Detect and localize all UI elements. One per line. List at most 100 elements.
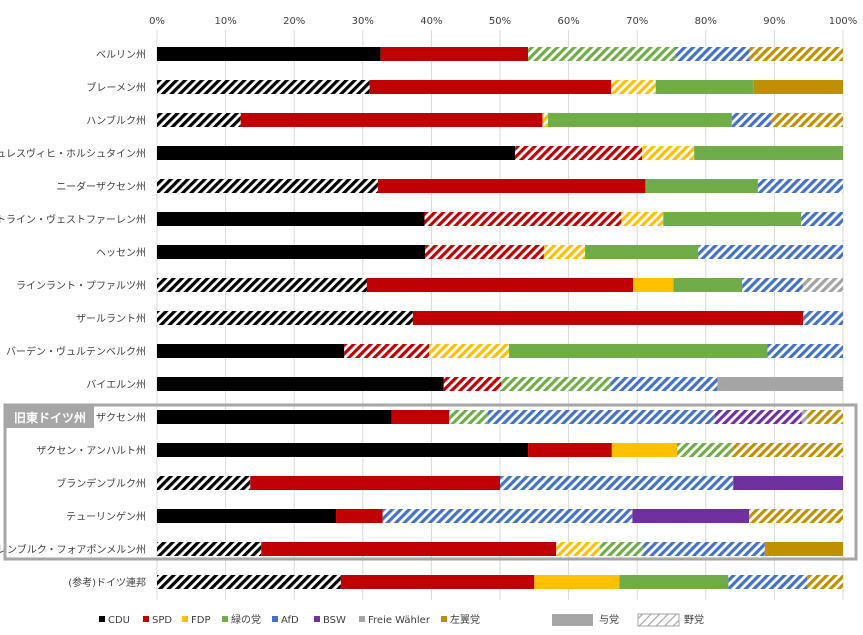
- legend-label: 左翼党: [450, 613, 480, 626]
- state-label: ザールラント州: [76, 313, 146, 325]
- legend-government-swatch: [552, 614, 593, 626]
- state-label: シュレスヴィヒ・ホルシュタイン州: [0, 147, 146, 160]
- bar-segment: [753, 80, 843, 94]
- bar-segment: [369, 80, 612, 94]
- bar-segment: [556, 542, 601, 556]
- bar-segment: [610, 377, 718, 391]
- bar-segment: [528, 47, 676, 61]
- bar-segment: [157, 146, 516, 160]
- state-label: ラインラント・プファルツ州: [16, 280, 146, 292]
- legend-label: Freie Wähler: [368, 615, 431, 626]
- state-label: ザクセン・アンハルト州: [36, 445, 146, 457]
- bar-segment: [694, 146, 843, 160]
- legend-opposition-label: 野党: [684, 613, 704, 626]
- bar-segment: [500, 476, 734, 490]
- bar-segment: [676, 443, 733, 457]
- bar-segment: [645, 179, 758, 193]
- bar-segment: [391, 410, 450, 424]
- bar-segment: [377, 179, 646, 193]
- bar-segment: [157, 476, 251, 490]
- x-tick-label: 70%: [626, 16, 648, 27]
- bar-segment: [340, 575, 535, 589]
- bar-segment: [733, 476, 843, 490]
- x-tick-label: 60%: [557, 16, 579, 27]
- legend-swatch: [314, 616, 320, 622]
- legend-swatch: [182, 616, 188, 622]
- legend-label: 緑の党: [231, 613, 261, 626]
- x-tick-label: 80%: [695, 16, 717, 27]
- bar-segment: [157, 179, 378, 193]
- bar-segment: [600, 542, 644, 556]
- legend-swatch: [143, 616, 149, 622]
- bar-segment: [732, 443, 843, 457]
- state-label: ブランデンブルク州: [56, 477, 146, 490]
- bar-segment: [157, 344, 345, 358]
- bar-segment: [336, 509, 383, 523]
- bar-segment: [655, 80, 754, 94]
- bar-segment: [515, 146, 642, 160]
- bar-segment: [157, 443, 529, 457]
- state-label: メクレンブルク・フォアポンメルン州: [0, 543, 146, 556]
- state-label: ベルリン州: [96, 49, 146, 61]
- bar-segment: [717, 377, 843, 391]
- bar-segment: [443, 377, 502, 391]
- state-label: ノルトライン・ヴェストファーレン州: [0, 213, 146, 226]
- bar-segment: [757, 179, 843, 193]
- legend-label: SPD: [152, 615, 172, 626]
- state-label: ザクセン州: [96, 412, 146, 424]
- bar-segment: [487, 410, 715, 424]
- bar-segment: [643, 542, 765, 556]
- bar-segment: [801, 410, 808, 424]
- bar-segment: [663, 212, 802, 226]
- x-tick-label: 10%: [214, 16, 236, 27]
- bar-segment: [728, 575, 808, 589]
- bar-segment: [528, 443, 612, 457]
- bar-segment: [344, 344, 430, 358]
- bar-segment: [380, 47, 529, 61]
- bar-segment: [542, 113, 549, 127]
- bar-segment: [585, 245, 699, 259]
- bar-segment: [534, 575, 620, 589]
- bar-segment: [157, 311, 413, 325]
- bar-segment: [749, 509, 843, 523]
- x-tick-label: 20%: [283, 16, 305, 27]
- east-germany-label: 旧東ドイツ州: [14, 410, 86, 425]
- legend-swatch: [99, 616, 105, 622]
- state-label: (参考)ドイツ連邦: [68, 576, 146, 589]
- legend-swatch: [441, 616, 447, 622]
- bar-segment: [157, 80, 370, 94]
- legend: CDU SPD FDP 緑の党 AfD BSW Freie Wähler 左翼党 与党 野党: [99, 613, 704, 627]
- legend-label: CDU: [108, 615, 130, 626]
- legend-swatch: [222, 616, 228, 622]
- state-label: ハンブルク州: [86, 114, 146, 127]
- bar-segment: [642, 146, 695, 160]
- state-label: ヘッセン州: [96, 247, 146, 259]
- x-axis-ticks: 0% 10% 20% 30% 40% 50% 60% 70% 80% 90% 100%: [149, 16, 857, 27]
- bar-segment: [807, 410, 843, 424]
- bar-segment: [250, 476, 500, 490]
- bar-segment: [749, 47, 843, 61]
- bar-segment: [714, 410, 802, 424]
- x-tick-label: 100%: [829, 16, 858, 27]
- bar-segment: [698, 245, 843, 259]
- legend-swatch: [272, 616, 278, 622]
- bar-segment: [801, 212, 843, 226]
- bar-segment: [803, 311, 843, 325]
- x-tick-label: 40%: [420, 16, 442, 27]
- state-label: ブレーメン州: [86, 81, 146, 94]
- bar-segment: [673, 278, 743, 292]
- legend-label: FDP: [191, 615, 210, 626]
- x-tick-label: 90%: [763, 16, 785, 27]
- legend-label: BSW: [323, 615, 346, 626]
- bar-segment: [633, 278, 674, 292]
- bar-segment: [764, 542, 843, 556]
- bar-segment: [240, 113, 543, 127]
- bar-segment: [157, 245, 426, 259]
- bars: [157, 47, 843, 589]
- bar-segment: [366, 278, 634, 292]
- bar-segment: [508, 344, 768, 358]
- legend-swatch: [359, 616, 365, 622]
- x-tick-label: 30%: [352, 16, 374, 27]
- bar-segment: [548, 113, 732, 127]
